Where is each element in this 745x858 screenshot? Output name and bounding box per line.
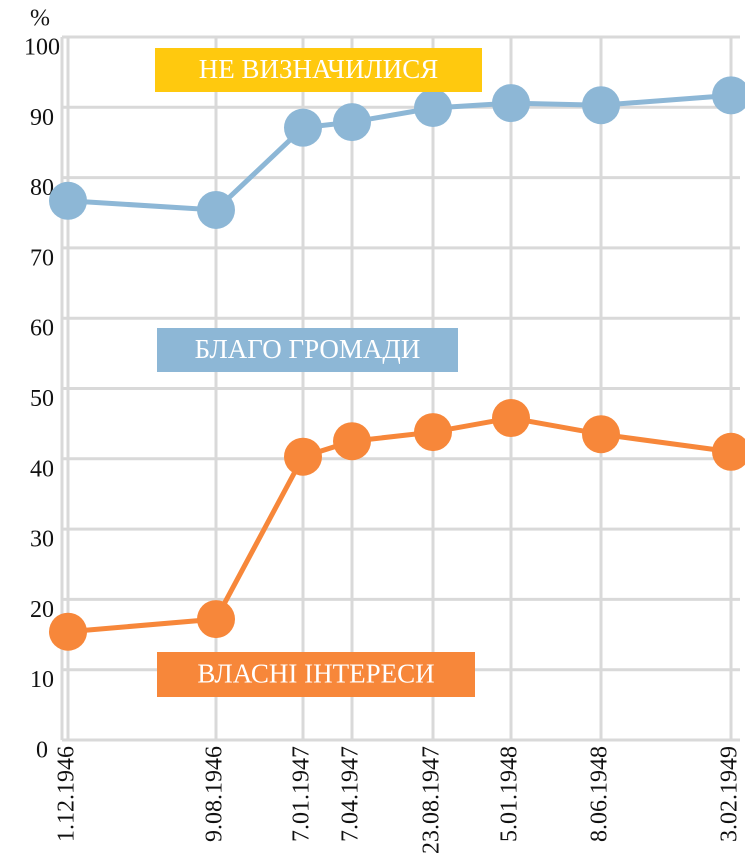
y-tick-label: 70 <box>30 245 54 271</box>
x-tick-label: 3.02.1949 <box>717 746 743 842</box>
series-label-bg <box>157 652 475 697</box>
y-tick-label: 20 <box>30 597 54 623</box>
point <box>333 422 371 461</box>
point <box>712 432 745 471</box>
point <box>582 415 620 454</box>
point <box>197 190 235 229</box>
y-tick-label: 0 <box>36 738 48 764</box>
point <box>49 612 87 651</box>
y-tick-label: 60 <box>30 316 54 342</box>
x-tick-label: 23.08.1947 <box>419 746 445 854</box>
y-tick-label: 40 <box>30 456 54 482</box>
point <box>492 84 530 123</box>
point <box>284 437 322 476</box>
series-label: БЛАГО ГРОМАДИ <box>157 328 458 372</box>
x-tick-label: 9.08.1946 <box>202 746 228 842</box>
point <box>49 181 87 220</box>
y-tick-label: 30 <box>30 527 54 553</box>
point <box>582 86 620 125</box>
series-label-text: БЛАГО ГРОМАДИ <box>195 334 421 364</box>
x-tick-label: 5.01.1948 <box>497 746 523 842</box>
point <box>712 76 745 115</box>
series-label: ВЛАСНІ ІНТЕРЕСИ <box>157 652 475 697</box>
point <box>492 399 530 438</box>
point <box>414 89 452 128</box>
series-label-text: ВЛАСНІ ІНТЕРЕСИ <box>197 659 434 689</box>
y-tick-label: 90 <box>30 105 54 131</box>
x-tick-label: 7.01.1947 <box>289 746 315 842</box>
y-tick-label: 10 <box>30 667 54 693</box>
annotation-label: НЕ ВИЗНАЧИЛИСЯ <box>155 48 482 92</box>
y-unit: % <box>30 6 50 32</box>
point <box>414 413 452 452</box>
y-tick-label: 100 <box>24 35 60 61</box>
series-label-bg <box>157 328 458 372</box>
y-tick-label: 50 <box>30 386 54 412</box>
point <box>284 108 322 147</box>
annotation-label-text: НЕ ВИЗНАЧИЛИСЯ <box>199 54 439 84</box>
grid <box>62 35 740 742</box>
annotation-label-bg <box>155 48 482 92</box>
x-tick-label: 8.06.1948 <box>587 746 613 842</box>
series-line <box>67 92 732 213</box>
point <box>197 600 235 639</box>
x-tick-label: 1.12.1946 <box>54 746 80 842</box>
point <box>333 103 371 142</box>
x-tick-label: 7.04.1947 <box>338 746 364 842</box>
